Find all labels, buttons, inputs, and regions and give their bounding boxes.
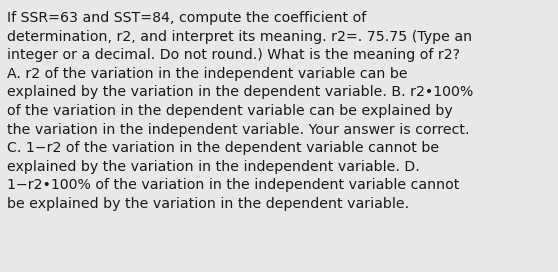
Text: If SSR=63 and SST=84, compute the coefficient of
determination, r2, and interpre: If SSR=63 and SST=84, compute the coeffi… xyxy=(7,11,473,211)
